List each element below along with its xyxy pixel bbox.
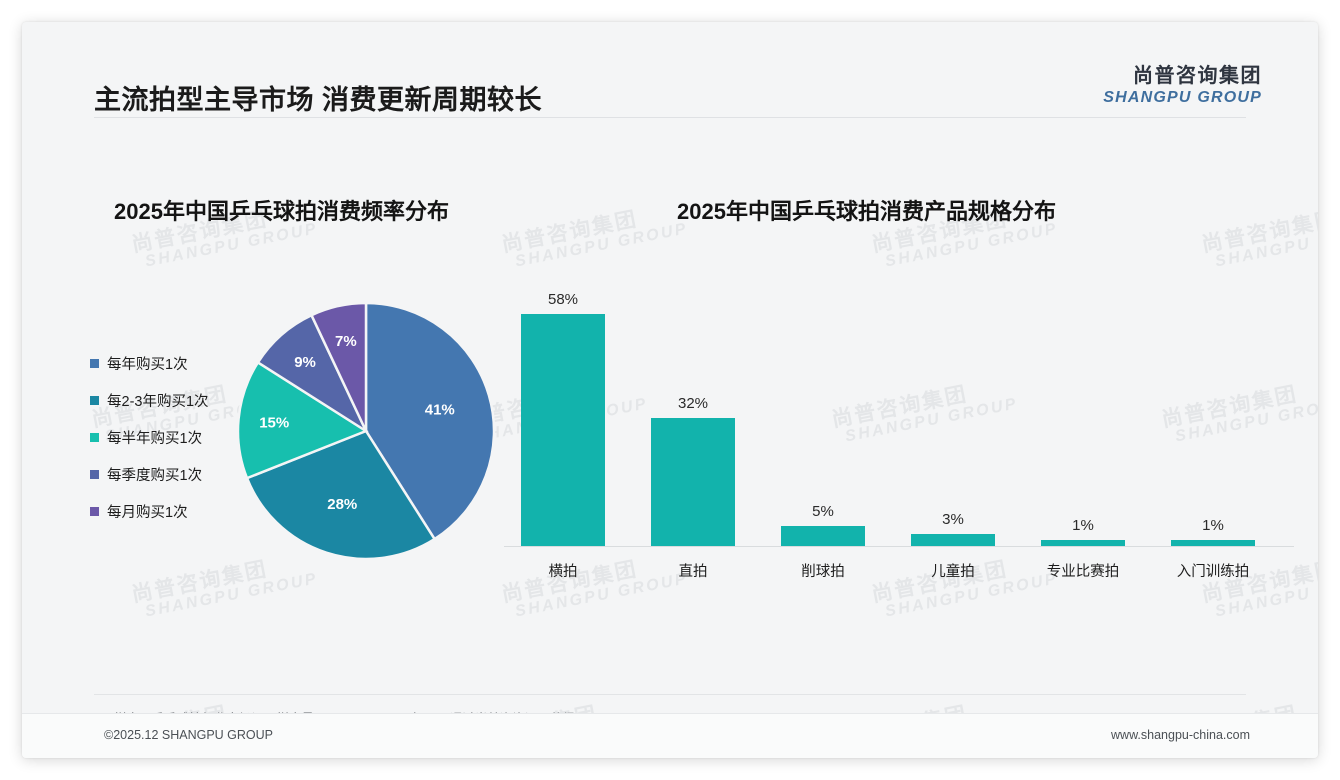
bar-value-label: 3% [942,511,964,528]
legend-item-label: 每月购买1次 [107,505,188,521]
bar-column[interactable]: 1% [1154,517,1272,546]
bar-chart-panel: 58% 32% 5% 3% 1% 1% 横拍 直拍 削球拍 儿童拍 专业比赛拍 入门训练拍 [504,284,1294,604]
bar-column[interactable]: 3% [894,511,1012,546]
pie-chart-title: 2025年中国乒乓球拍消费频率分布 [114,199,449,224]
legend-item-label: 每2-3年购买1次 [107,394,209,410]
bar-value-label: 5% [812,503,834,520]
bar-column[interactable]: 58% [504,291,622,546]
copyright-text: ©2025.12 SHANGPU GROUP [104,728,273,742]
header-divider [94,117,1246,118]
bar-value-label: 32% [677,395,709,412]
slide-canvas: 尚普咨询集团 SHANGPU GROUP 尚普咨询集团 SHANGPU GROUP 尚普… [22,22,1318,758]
website-link[interactable]: www.shangpu-china.com [1111,728,1250,742]
bar-plot-area: 58% 32% 5% 3% 1% 1% [504,284,1294,546]
legend-color-swatch [90,507,99,516]
bar-category-label: 横拍 [548,564,578,580]
legend-item-label: 每半年购买1次 [107,431,203,447]
pie-legend-item[interactable]: 每2-3年购买1次 [90,382,270,419]
bar-column[interactable]: 1% [1024,517,1142,546]
bar-rect[interactable] [651,418,735,546]
pie-slice-value: 15% [259,414,289,431]
pie-legend-item[interactable]: 每半年购买1次 [90,419,270,456]
legend-color-swatch [90,470,99,479]
bar-chart-title: 2025年中国乒乓球拍消费产品规格分布 [677,199,1056,224]
bar-rect[interactable] [1171,540,1255,546]
bar-rect[interactable] [911,534,995,546]
footer-bar: ©2025.12 SHANGPU GROUP www.shangpu-china… [22,713,1318,758]
bar-axis-line [504,546,1294,547]
source-divider [94,694,1246,695]
pie-slice-value: 28% [327,496,357,513]
bar-column[interactable]: 32% [634,395,752,546]
pie-slice[interactable] [236,360,369,480]
logo-english-text: SHANGPU GROUP [1103,89,1262,106]
bar-column[interactable]: 5% [764,503,882,546]
pie-legend: 每年购买1次每2-3年购买1次 每半年购买1次 每季度购买1次 每月购买1次 [90,345,270,530]
bar-value-label: 1% [1202,517,1224,534]
pie-chart-graphic: 41% 28% 15% 9% 7% [232,297,500,565]
bar-rect[interactable] [781,526,865,546]
legend-item-label: 每季度购买1次 [107,468,203,484]
pie-slice[interactable] [245,429,437,561]
bar-category-label: 削球拍 [801,564,845,580]
bar-rect[interactable] [1041,540,1125,546]
legend-item-label: 每年购买1次 [107,357,188,373]
pie-legend-item[interactable]: 每季度购买1次 [90,456,270,493]
bar-value-label: 58% [547,291,579,308]
pie-slice-value: 7% [335,333,357,350]
bar-category-label: 儿童拍 [931,564,975,580]
legend-color-swatch [90,433,99,442]
pie-legend-item[interactable]: 每月购买1次 [90,493,270,530]
pie-legend-item[interactable]: 每年购买1次 [90,345,270,382]
bar-category-label: 专业比赛拍 [1046,564,1120,580]
page-title: 主流拍型主导市场 消费更新周期较长 [94,85,543,115]
legend-color-swatch [90,396,99,405]
slide-header: 主流拍型主导市场 消费更新周期较长 尚普咨询集团 SHANGPU GROUP [22,22,1318,120]
bar-rect[interactable] [521,314,605,546]
bar-category-label: 入门训练拍 [1176,564,1250,580]
bar-category-label: 直拍 [678,564,708,580]
pie-slice[interactable] [309,301,368,432]
pie-slice-value: 41% [425,402,455,419]
pie-chart-panel: 每年购买1次每2-3年购买1次 每半年购买1次 每季度购买1次 每月购买1次 41% 2… [62,277,522,607]
legend-color-swatch [90,359,99,368]
pie-slice-value: 9% [294,354,316,371]
logo-chinese-text: 尚普咨询集团 [1133,65,1262,87]
brand-logo: 尚普咨询集团 SHANGPU GROUP [1103,65,1262,107]
bar-value-label: 1% [1072,517,1094,534]
